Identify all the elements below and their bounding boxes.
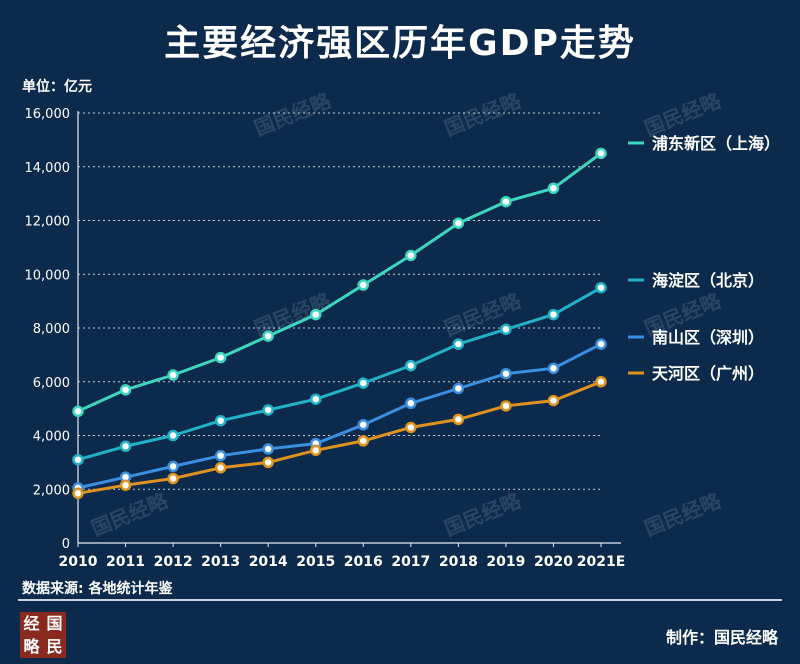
x-tick-label: 2011 xyxy=(106,554,145,570)
data-point xyxy=(500,400,512,412)
x-tick-label: 2020 xyxy=(534,554,573,570)
x-tick-label: 2016 xyxy=(344,554,383,570)
series-line xyxy=(77,380,602,495)
data-point xyxy=(119,479,132,491)
x-tick-label: 2017 xyxy=(391,554,430,570)
data-point xyxy=(309,444,322,457)
x-tick-label: 2010 xyxy=(59,554,98,570)
data-point xyxy=(214,351,227,364)
data-point xyxy=(357,377,370,389)
watermark-text: 国民经略 xyxy=(251,88,335,141)
x-tick-label: 2013 xyxy=(201,554,240,570)
legend-label: 南山区（深圳） xyxy=(652,328,764,347)
data-point xyxy=(309,393,322,405)
x-tick-label: 2012 xyxy=(154,554,193,570)
y-tick-label: 8,000 xyxy=(33,322,70,337)
data-point xyxy=(357,435,370,447)
data-point xyxy=(547,394,560,407)
credit-label: 制作：国民经略 xyxy=(665,628,778,647)
data-point xyxy=(309,308,322,321)
data-point xyxy=(167,369,179,381)
data-point xyxy=(72,453,84,466)
data-point xyxy=(72,487,84,500)
data-point xyxy=(547,308,560,321)
brand-logo: 经 国 略 民 xyxy=(20,612,66,658)
y-tick-label: 2,000 xyxy=(33,483,70,498)
logo-char: 略 xyxy=(23,636,40,656)
data-point xyxy=(214,462,227,474)
data-point xyxy=(72,405,84,418)
y-tick-label: 4,000 xyxy=(33,430,70,445)
data-point xyxy=(357,419,370,431)
legend-label: 海淀区（北京） xyxy=(652,271,764,290)
x-tick-label: 2018 xyxy=(439,554,478,570)
watermark-text: 国民经略 xyxy=(441,288,525,341)
data-point xyxy=(167,460,179,473)
x-tick-label: 2021E xyxy=(577,554,626,570)
data-point xyxy=(452,217,465,229)
watermark-text: 国民经略 xyxy=(441,88,525,141)
data-point xyxy=(214,449,227,462)
data-point xyxy=(357,279,370,291)
data-point xyxy=(595,376,607,388)
series-line xyxy=(77,152,602,413)
series-lines xyxy=(72,147,607,500)
logo-char: 民 xyxy=(46,636,63,656)
chart-title: 主要经济强区历年GDP走势 xyxy=(164,23,636,64)
data-point xyxy=(167,472,179,485)
unit-label: 单位：亿元 xyxy=(22,79,92,95)
data-point xyxy=(405,249,417,262)
watermark-text: 国民经略 xyxy=(441,488,525,541)
watermark-text: 国民经略 xyxy=(641,488,725,541)
y-tick-label: 10,000 xyxy=(25,268,71,283)
legend-label: 天河区（广州） xyxy=(652,364,764,383)
footer-divider xyxy=(18,599,782,601)
data-point xyxy=(405,397,417,409)
data-point xyxy=(405,421,417,434)
data-point xyxy=(405,359,417,372)
y-tick-label: 14,000 xyxy=(25,161,71,176)
watermark-text: 国民经略 xyxy=(88,488,172,541)
series-line xyxy=(77,342,602,490)
legend: 浦东新区（上海） 海淀区（北京） 南山区（深圳） 天河区（广州） xyxy=(628,134,780,383)
y-tick-label: 0 xyxy=(62,537,70,552)
logo-char: 经 xyxy=(23,613,40,633)
data-point xyxy=(119,384,132,396)
data-point xyxy=(500,323,512,336)
series-line xyxy=(77,286,602,462)
watermark-text: 国民经略 xyxy=(641,88,725,141)
y-tick-label: 6,000 xyxy=(33,376,70,391)
data-point xyxy=(452,382,465,395)
y-tick-label: 12,000 xyxy=(25,215,71,230)
data-point xyxy=(262,443,274,455)
data-point xyxy=(262,404,274,416)
data-point xyxy=(262,456,274,469)
logo-char: 国 xyxy=(46,613,63,633)
legend-label: 浦东新区（上海） xyxy=(652,134,780,153)
data-point xyxy=(214,414,227,427)
data-point xyxy=(452,413,465,426)
data-source: 数据来源: 各地统计年鉴 xyxy=(22,581,173,597)
data-point xyxy=(595,281,607,294)
x-tick-label: 2019 xyxy=(486,554,525,570)
axes: 0 2,000 4,000 6,000 8,000 10,000 12,000 14,000 1… xyxy=(25,107,626,570)
data-point xyxy=(500,195,512,208)
data-point xyxy=(595,338,607,350)
x-tick-label: 2014 xyxy=(249,554,288,570)
data-point xyxy=(547,362,560,375)
data-point xyxy=(119,440,132,452)
y-tick-label: 16,000 xyxy=(25,107,71,122)
x-tick-label: 2015 xyxy=(296,554,335,570)
data-point xyxy=(262,330,274,342)
data-point xyxy=(547,182,560,194)
data-point xyxy=(452,338,465,350)
data-point xyxy=(500,367,512,380)
data-point xyxy=(595,147,607,160)
data-point xyxy=(167,429,179,442)
